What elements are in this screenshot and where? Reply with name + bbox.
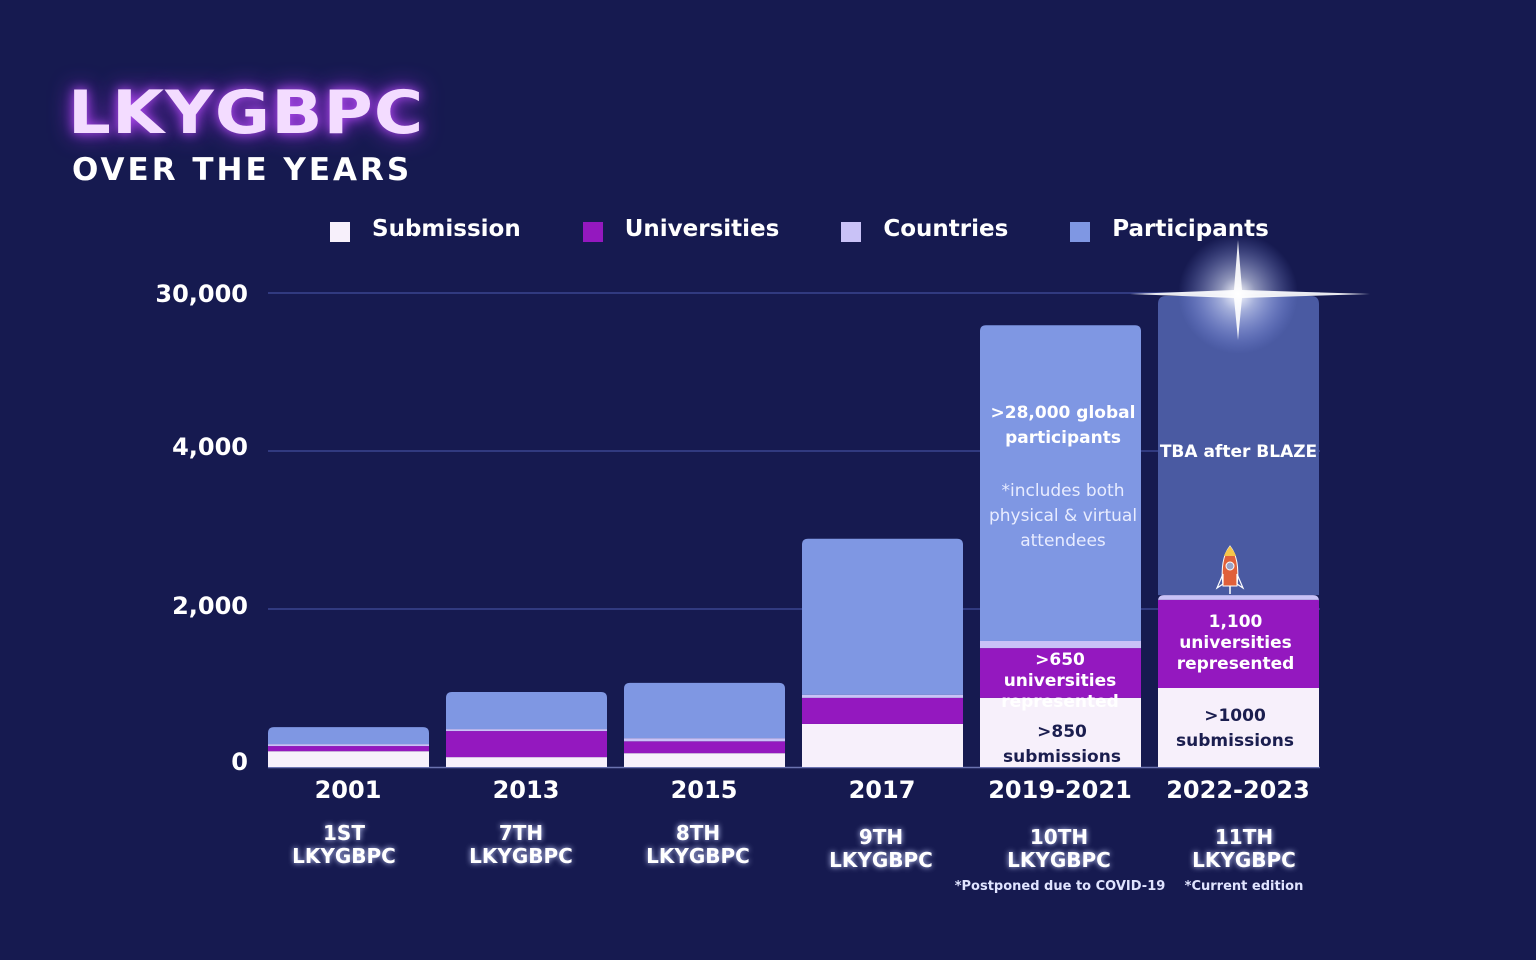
legend-item-submission: Submission <box>330 216 521 242</box>
annotation-universities-2022: 1,100 universities represented <box>1176 612 1295 674</box>
bar-segment-countries <box>980 640 1141 649</box>
bar-segment-participants <box>802 538 963 695</box>
x-tick-label: 2022-2023 <box>1166 776 1310 804</box>
bar-segment-countries <box>446 729 607 732</box>
legend-swatch <box>330 222 350 242</box>
bar-segment-submission <box>1158 688 1319 767</box>
bar-segment-submission <box>624 753 785 767</box>
bar-segment-submission <box>268 751 429 767</box>
x-tick-label: 2017 <box>848 776 916 804</box>
bar-segment-universities <box>268 746 429 752</box>
annotation-submission-2019: >850 submissions <box>1003 722 1121 767</box>
edition-note: *Current edition <box>1184 879 1304 894</box>
annotation-universities-2019: >650 universities represented <box>1001 650 1119 712</box>
edition-label: 8TH LKYGBPC <box>646 821 750 868</box>
page-title: LKYGBPC <box>68 78 425 148</box>
bar-segment-submission <box>980 697 1141 767</box>
bar-segment-participants <box>980 325 1141 641</box>
page-subtitle: OVER THE YEARS <box>72 152 413 188</box>
legend-swatch <box>582 222 603 242</box>
bar-segment-participants <box>446 691 607 730</box>
x-tick-label: 2019-2021 <box>988 776 1132 804</box>
x-tick-label: 2001 <box>314 776 382 804</box>
bar-segment-countries <box>268 744 429 747</box>
legend-item-universities: Universities <box>582 216 780 242</box>
bar-segment-countries <box>624 738 785 742</box>
legend-label: Countries <box>883 216 1009 242</box>
y-tick-label: 0 <box>231 748 248 776</box>
legend-swatch <box>841 222 862 242</box>
legend-item-countries: Countries <box>841 216 1008 242</box>
annotation-participants-2019: >28,000 global participants <box>990 403 1136 448</box>
rocket-icon <box>1215 545 1245 594</box>
bar-segment-universities <box>624 741 785 754</box>
bar-segment-countries <box>802 694 963 698</box>
annotation-submission-2022: >1000 submissions <box>1176 706 1294 751</box>
x-tick-label: 2015 <box>670 776 738 804</box>
edition-label: 7TH LKYGBPC <box>469 821 573 868</box>
legend-label: Universities <box>624 216 780 242</box>
bar-segment-universities <box>446 731 607 758</box>
bar-segment-submission <box>446 757 607 767</box>
bar-segment-universities <box>1158 599 1319 688</box>
edition-label: 1ST LKYGBPC <box>292 821 396 868</box>
bar-segment-participants-tba <box>1158 296 1319 596</box>
y-tick-label: 4,000 <box>172 433 248 461</box>
y-tick-label: 30,000 <box>155 280 248 308</box>
x-tick-label: 2013 <box>492 776 560 804</box>
bar-segment-universities <box>980 648 1141 698</box>
bar-segment-universities <box>802 697 963 724</box>
legend-label: Submission <box>372 216 521 242</box>
annotation-tba-2022: TBA after BLAZE <box>1159 442 1318 462</box>
annotation-participants-note: *includes both physical & virtual attend… <box>988 481 1138 551</box>
y-tick-label: 2,000 <box>172 592 248 620</box>
legend-swatch <box>1070 222 1091 242</box>
edition-label: 10TH LKYGBPC <box>1007 825 1111 872</box>
edition-label: 9TH LKYGBPC <box>829 825 933 872</box>
bar-segment-participants <box>268 727 429 745</box>
bar-segment-countries <box>1158 595 1319 602</box>
bar-segment-submission <box>802 723 963 767</box>
bar-segment-participants <box>624 682 785 739</box>
edition-label: 11TH LKYGBPC <box>1192 825 1296 872</box>
edition-note: *Postponed due to COVID-19 <box>954 879 1166 894</box>
